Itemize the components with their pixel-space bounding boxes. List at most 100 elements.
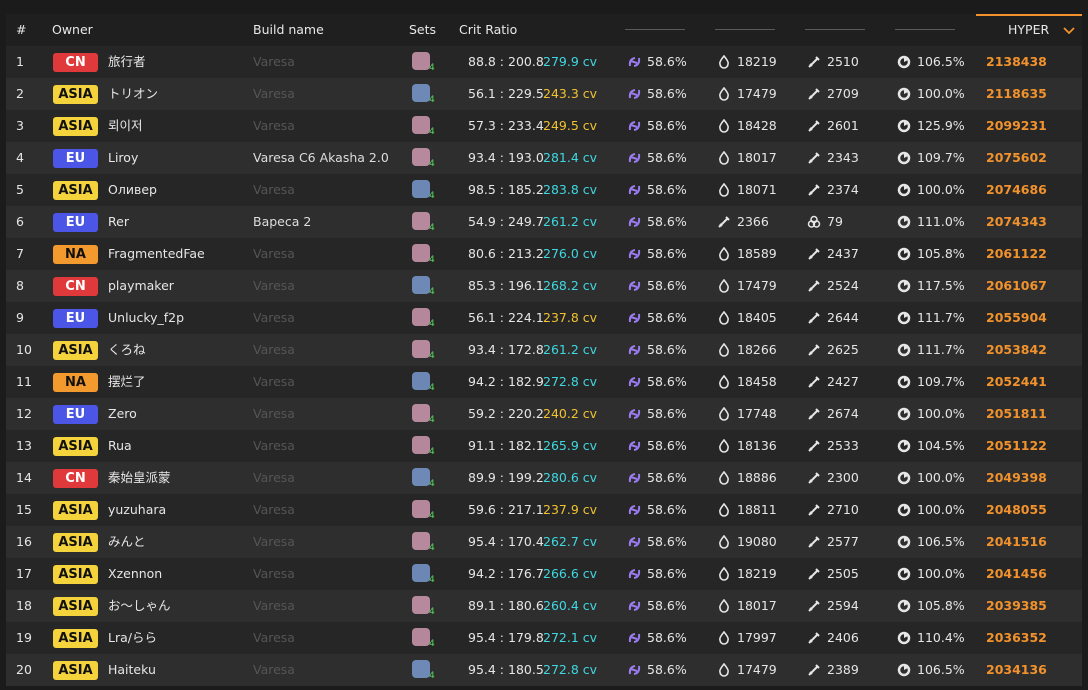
stat-value: 58.6% xyxy=(647,566,687,581)
stat-icon xyxy=(897,599,911,613)
owner-name[interactable]: お～しゃん xyxy=(108,598,171,613)
owner-name[interactable]: Zero xyxy=(108,406,137,421)
stat-value: 18136 xyxy=(737,438,777,453)
set-icon xyxy=(412,564,430,582)
stat-icon xyxy=(719,343,729,357)
crit-value: 261.2 cv xyxy=(543,214,598,229)
table-row[interactable]: 6 EU Rer Вареса 2 4 54.9 : 249.7 261.2 cv 58.6%… xyxy=(6,206,1082,238)
owner-name[interactable]: Unlucky_f2p xyxy=(108,310,185,325)
owner-name[interactable]: Liroy xyxy=(108,150,139,165)
build-name: Varesa xyxy=(253,342,295,357)
table-row[interactable]: 8 CN playmaker Varesa 4 85.3 : 196.1 268.2 cv 5… xyxy=(6,270,1082,302)
table-row[interactable]: 4 EU Liroy Varesa C6 Akasha 2.0 4 93.4 : 193.… xyxy=(6,142,1082,174)
owner-name[interactable]: Rua xyxy=(108,438,132,453)
crit-ratio: 93.4 : 172.8 xyxy=(468,342,544,357)
stat-icon xyxy=(897,439,911,453)
table-row[interactable]: 1 CN 旅行者 Varesa 4 88.8 : 200.8 279.9 cv 58.6% 18… xyxy=(6,46,1082,78)
crit-value: 249.5 cv xyxy=(543,118,598,133)
stat-icon xyxy=(897,503,911,517)
owner-name[interactable]: playmaker xyxy=(108,278,174,293)
stat-icon xyxy=(897,535,911,549)
stat-icon xyxy=(808,376,820,388)
table-row[interactable]: 3 ASIA 뢰이저 Varesa 4 57.3 : 233.4 249.5 cv 58.6%… xyxy=(6,110,1082,142)
table-row[interactable]: 13 ASIA Rua Varesa 4 91.1 : 182.1 265.9 cv 58.6… xyxy=(6,430,1082,462)
build-name: Varesa xyxy=(253,438,295,453)
owner-name[interactable]: 秦始皇派蒙 xyxy=(108,470,171,485)
stat-icon xyxy=(808,184,820,196)
table-row[interactable]: 14 CN 秦始皇派蒙 Varesa 4 89.9 : 199.2 280.6 cv 58.6… xyxy=(6,462,1082,494)
table-row[interactable]: 11 NA 摆烂了 Varesa 4 94.2 : 182.9 272.8 cv 58.6% 1… xyxy=(6,366,1082,398)
set-icon xyxy=(412,244,430,262)
table-row[interactable]: 19 ASIA Lra/らら Varesa 4 95.4 : 179.8 272.1 cv 5… xyxy=(6,622,1082,654)
owner-name[interactable]: FragmentedFae xyxy=(108,246,205,261)
rank: 12 xyxy=(16,406,32,421)
stat-icon xyxy=(897,343,911,357)
hyper-header[interactable]: HYPER xyxy=(976,14,1082,46)
owner-name[interactable]: Оливер xyxy=(108,182,157,197)
table-row[interactable]: 9 EU Unlucky_f2p Varesa 4 56.1 : 224.1 237.8 c… xyxy=(6,302,1082,334)
set-icon xyxy=(412,340,430,358)
stat-value: 58.6% xyxy=(647,342,687,357)
owner-name[interactable]: 뢰이저 xyxy=(108,118,143,133)
stat-icon xyxy=(718,216,730,228)
stat-value: 18219 xyxy=(737,566,777,581)
stat-value: 100.0% xyxy=(917,182,965,197)
stat-value: 106.5% xyxy=(917,534,965,549)
set-count: 4 xyxy=(429,223,435,233)
table-row[interactable]: 20 ASIA Haiteku Varesa 4 95.4 : 180.5 272.8 cv… xyxy=(6,654,1082,686)
owner-name[interactable]: 摆烂了 xyxy=(108,374,146,389)
rank: 7 xyxy=(16,246,24,261)
owner-name[interactable]: Rer xyxy=(108,214,129,229)
table-row[interactable]: 7 NA FragmentedFae Varesa 4 80.6 : 213.2 276.0… xyxy=(6,238,1082,270)
owner-name[interactable]: Haiteku xyxy=(108,662,156,677)
owner-name[interactable]: トリオン xyxy=(108,86,159,101)
owner-name[interactable]: くろね xyxy=(108,342,146,357)
region-badge: NA xyxy=(53,245,98,264)
owner-name[interactable]: Lra/らら xyxy=(108,630,157,645)
crit-ratio: 59.6 : 217.1 xyxy=(468,502,544,517)
table-row[interactable]: 17 ASIA Xzennon Varesa 4 94.2 : 176.7 266.6 cv… xyxy=(6,558,1082,590)
table-row[interactable]: 15 ASIA yuzuhara Varesa 4 59.6 : 217.1 237.9 c… xyxy=(6,494,1082,526)
stat-icon xyxy=(808,312,820,324)
crit-value: 283.8 cv xyxy=(543,182,598,197)
crit-value: 243.3 cv xyxy=(543,86,598,101)
owner-name[interactable]: yuzuhara xyxy=(108,502,167,517)
stat-value: 2437 xyxy=(827,246,859,261)
stat-icon xyxy=(808,248,820,260)
owner-name[interactable]: Xzennon xyxy=(108,566,163,581)
header-build[interactable]: Build name xyxy=(253,22,324,37)
crit-ratio: 59.2 : 220.2 xyxy=(468,406,544,421)
header-underline xyxy=(625,29,685,30)
set-count: 4 xyxy=(429,511,435,521)
header-owner[interactable]: Owner xyxy=(52,22,93,37)
stat-value: 58.6% xyxy=(647,214,687,229)
table-row[interactable]: 2 ASIA トリオン Varesa 4 56.1 : 229.5 243.3 cv 58.6… xyxy=(6,78,1082,110)
table-row[interactable]: 18 ASIA お～しゃん Varesa 4 89.1 : 180.6 260.4 cv 58… xyxy=(6,590,1082,622)
owner-name[interactable]: 旅行者 xyxy=(108,54,146,69)
stat-icon xyxy=(808,408,820,420)
set-icon xyxy=(412,52,430,70)
table-row[interactable]: 12 EU Zero Varesa 4 59.2 : 220.2 240.2 cv 58.6%… xyxy=(6,398,1082,430)
owner-name[interactable]: みんと xyxy=(108,534,146,549)
table-row[interactable]: 10 ASIA くろね Varesa 4 93.4 : 172.8 261.2 cv 58.6… xyxy=(6,334,1082,366)
stat-icon xyxy=(808,280,820,292)
hyper-score: 2074686 xyxy=(986,182,1047,197)
crit-ratio: 95.4 : 180.5 xyxy=(468,662,544,677)
stat-icon xyxy=(719,87,729,101)
header-sets[interactable]: Sets xyxy=(409,22,437,37)
build-name: Varesa xyxy=(253,118,295,133)
stat-icon xyxy=(897,87,911,101)
header-crit[interactable]: Crit Ratio xyxy=(459,22,518,37)
header-hyper[interactable]: HYPER xyxy=(1008,22,1050,37)
crit-ratio: 85.3 : 196.1 xyxy=(468,278,544,293)
stat-value: 58.6% xyxy=(647,438,687,453)
set-icon xyxy=(412,372,430,390)
stat-icon xyxy=(719,599,729,613)
table-row[interactable]: 5 ASIA Оливер Varesa 4 98.5 : 185.2 283.8 cv 58… xyxy=(6,174,1082,206)
sort-chevron[interactable] xyxy=(1063,27,1075,35)
stat-value: 109.7% xyxy=(917,150,965,165)
hyper-score: 2048055 xyxy=(986,502,1047,517)
hyper-score: 2055904 xyxy=(986,310,1047,325)
set-icon xyxy=(412,660,430,678)
table-row[interactable]: 16 ASIA みんと Varesa 4 95.4 : 170.4 262.7 cv 58.6… xyxy=(6,526,1082,558)
